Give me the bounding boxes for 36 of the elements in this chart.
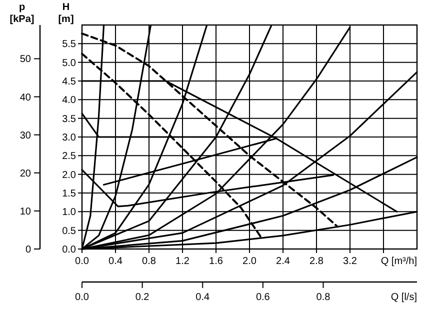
y-tick-label: 1.5 (62, 188, 76, 200)
y-tick-label: 3.5 (62, 114, 76, 125)
x-tick-label: 2.8 (310, 256, 324, 267)
y2-tick-label: 20 (20, 168, 32, 180)
x-tick-label: 0.4 (108, 256, 123, 267)
x-tick-label: 0.0 (75, 256, 90, 267)
x2-tick-label: 0.6 (256, 292, 270, 303)
x-tick-label: 3.2 (343, 256, 358, 267)
x-axis-title: Q [m³/h] (380, 256, 418, 267)
y2-tick-label: 50 (20, 54, 32, 66)
y2-tick-label: 30 (20, 130, 32, 142)
x-tick-label: 0.8 (142, 256, 156, 267)
x-tick-label: 2.4 (276, 256, 290, 267)
y-tick-label: 1.0 (62, 207, 76, 218)
y-tick-label: 5.0 (62, 58, 76, 69)
y-tick-label: 0.5 (62, 226, 76, 237)
x-tick-label: 1.6 (209, 256, 224, 267)
y-tick-label: 2.5 (62, 151, 76, 162)
x2-tick-label: 0.0 (75, 292, 90, 303)
y-tick-label: 4.5 (62, 76, 76, 88)
y-tick-label: 3.0 (62, 132, 76, 144)
y-tick-label: 2.0 (62, 170, 76, 181)
y2-tick-label: 40 (20, 92, 32, 104)
x2-tick-label: 0.8 (316, 292, 331, 303)
x2-axis-title: Q [l/s] (390, 292, 418, 303)
y-tick-label: 4.0 (62, 95, 76, 106)
y-tick-label: 5.5 (62, 39, 76, 50)
x-tick-label: 2.0 (242, 256, 257, 267)
x2-tick-label: 0.4 (196, 292, 210, 303)
y-tick-label: 0.0 (62, 244, 76, 256)
y2-axis-title: p [kPa] (10, 2, 34, 25)
y2-tick-label: 0 (25, 244, 32, 256)
x2-tick-label: 0.2 (135, 292, 150, 303)
x-tick-label: 1.2 (176, 256, 190, 267)
y-axis-title: H [m] (58, 2, 74, 25)
y2-tick-label: 10 (20, 206, 32, 218)
